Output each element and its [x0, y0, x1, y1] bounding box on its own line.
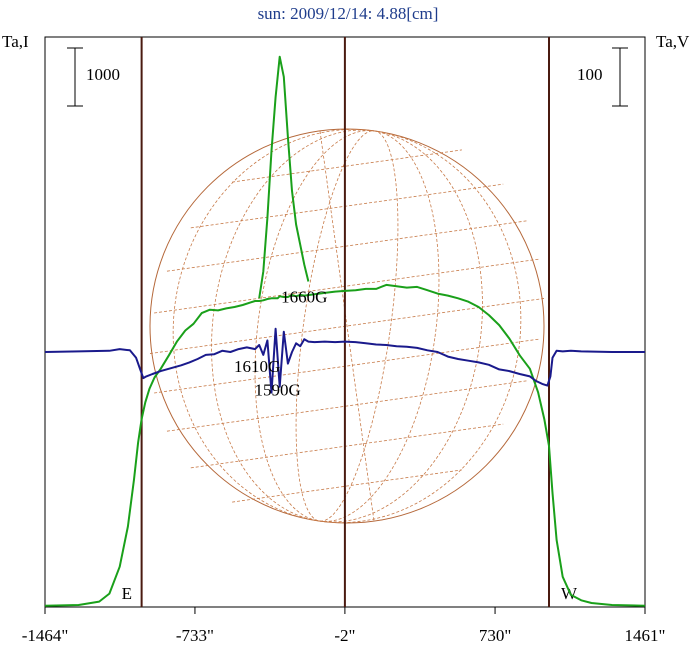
annotations: 1610G 1660G 1590G [234, 288, 327, 400]
y-axis-label-right: Ta,V [656, 32, 690, 51]
chart-title: sun: 2009/12/14: 4.88[cm] [258, 4, 439, 23]
field-annotation: 1610G [234, 357, 280, 376]
series-group [44, 55, 646, 607]
sun-limb [149, 128, 545, 524]
parallel-line [232, 469, 462, 503]
y-axis-label-left: Ta,I [2, 32, 29, 51]
x-tick-label: -733" [176, 626, 214, 645]
meridian-line [172, 129, 522, 523]
x-axis: -1464" -733" -2" 730" 1461" [22, 607, 666, 645]
limb-marker-label: E [122, 584, 132, 603]
series-line-I-peak [258, 55, 310, 299]
scale-bar-right-label: 100 [577, 65, 603, 84]
x-tick-label: -2" [334, 626, 355, 645]
parallel-line [232, 149, 462, 183]
x-tick-label: -1464" [22, 626, 69, 645]
field-annotation: 1590G [254, 381, 300, 400]
parallel-line [154, 258, 540, 314]
scale-bar-right [612, 47, 628, 107]
x-tick-label: 1461" [625, 626, 666, 645]
parallel-line [166, 380, 528, 432]
series-line-V [44, 327, 645, 394]
scale-bar-left [67, 47, 83, 107]
parallel-line [190, 423, 504, 469]
solar-disk [149, 128, 545, 524]
meridian-line [319, 130, 375, 522]
x-tick-label: 730" [479, 626, 511, 645]
scale-bar-left-label: 1000 [86, 65, 120, 84]
parallel-line [166, 220, 528, 272]
field-annotation: 1660G [281, 288, 327, 307]
parallel-line [190, 183, 504, 229]
